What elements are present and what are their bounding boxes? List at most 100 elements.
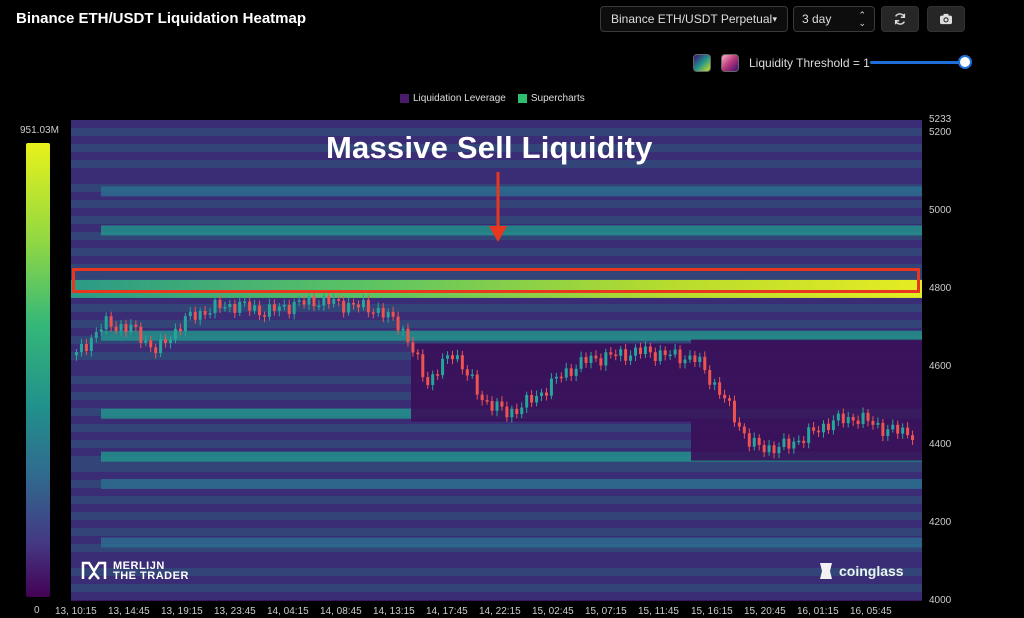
- candle-body: [441, 358, 445, 376]
- candle-body: [297, 300, 301, 302]
- candle-body: [614, 354, 618, 357]
- candle-body: [366, 299, 370, 313]
- candle-body: [737, 422, 741, 427]
- candle-body: [891, 424, 895, 430]
- candle-body: [386, 311, 390, 318]
- candle-body: [653, 352, 657, 362]
- heatmap-row: [71, 528, 922, 536]
- color-theme-viridis-button[interactable]: [693, 54, 711, 72]
- liquidity-threshold-slider[interactable]: [870, 61, 966, 64]
- heatmap-row: [71, 136, 922, 144]
- x-tick-label: 14, 17:45: [426, 606, 468, 617]
- candle-body: [119, 324, 123, 331]
- candle-body: [554, 376, 558, 379]
- candle-body: [421, 354, 425, 378]
- liquidity-band: [101, 537, 922, 548]
- candle-body: [307, 296, 311, 305]
- candle-body: [495, 401, 499, 411]
- liquidity-band: [101, 451, 922, 462]
- candle-body: [411, 342, 415, 353]
- x-tick-label: 15, 11:45: [638, 606, 679, 617]
- candle-body: [426, 377, 430, 385]
- y-tick-label: 4600: [929, 360, 952, 372]
- y-tick-label: 5233: [929, 114, 952, 125]
- color-theme-magma-button[interactable]: [721, 54, 739, 72]
- y-tick-label: 4400: [929, 438, 952, 450]
- candle-body: [154, 347, 158, 354]
- refresh-button[interactable]: [881, 6, 919, 32]
- candle-body: [728, 398, 732, 401]
- candle-body: [178, 328, 182, 332]
- candle-body: [688, 355, 692, 360]
- candle-body: [356, 304, 360, 308]
- heatmap-row: [71, 152, 922, 160]
- candle-body: [663, 350, 667, 356]
- legend-item-supercharts[interactable]: Supercharts: [517, 93, 585, 104]
- liquidity-threshold-label: Liquidity Threshold = 1: [749, 56, 870, 70]
- candle-body: [337, 299, 341, 301]
- candle-body: [559, 376, 563, 379]
- pair-select[interactable]: Binance ETH/USDT Perpetual ▾: [600, 6, 788, 32]
- candle-body: [243, 301, 247, 304]
- heatmap-row: [71, 472, 922, 480]
- candle-body: [139, 326, 143, 343]
- y-tick-label: 4000: [929, 595, 952, 606]
- merlijn-logo-icon: [81, 561, 107, 580]
- candle-body: [173, 328, 177, 340]
- legend-label: Liquidation Leverage: [413, 93, 506, 104]
- legend-swatch: [400, 94, 409, 103]
- candle-body: [455, 355, 459, 360]
- candle-body: [772, 445, 776, 454]
- candle-body: [277, 306, 281, 311]
- candle-body: [634, 347, 638, 356]
- heatmap-row: [71, 504, 922, 512]
- heatmap-row: [71, 432, 922, 440]
- y-tick-label: 4200: [929, 516, 952, 528]
- candle-body: [228, 304, 232, 308]
- candle-body: [188, 311, 192, 317]
- candle-body: [144, 340, 148, 343]
- coinglass-label: coinglass: [839, 563, 904, 579]
- x-tick-label: 15, 02:45: [532, 606, 574, 617]
- candle-body: [292, 301, 296, 314]
- candle-body: [84, 344, 88, 352]
- heatmap-row: [71, 240, 922, 248]
- screenshot-button[interactable]: [927, 6, 965, 32]
- candle-body: [218, 299, 222, 309]
- candle-body: [371, 312, 375, 314]
- candle-body: [302, 300, 306, 305]
- candle-body: [89, 337, 93, 352]
- heatmap-row: [71, 440, 922, 448]
- candle-body: [658, 350, 662, 362]
- candle-body: [881, 422, 885, 436]
- candle-body: [896, 424, 900, 434]
- x-tick-label: 14, 08:45: [320, 606, 362, 617]
- candle-body: [272, 304, 276, 311]
- heatmap-row: [71, 128, 922, 136]
- x-tick-label: 13, 10:15: [55, 606, 97, 617]
- candle-body: [322, 296, 326, 306]
- candle-body: [352, 302, 356, 305]
- candle-body: [594, 355, 598, 359]
- heatmap-row: [71, 144, 922, 152]
- candle-body: [861, 412, 865, 425]
- slider-handle[interactable]: [958, 55, 972, 69]
- heatmap-row: [71, 520, 922, 528]
- candle-body: [752, 437, 756, 447]
- candle-body: [416, 352, 420, 355]
- candle-body: [267, 304, 271, 317]
- candle-body: [762, 445, 766, 453]
- up-down-arrows-icon: ⌃ ⌄: [858, 10, 866, 28]
- candle-body: [757, 437, 761, 446]
- liquidity-band: [101, 186, 922, 197]
- candle-body: [544, 392, 548, 396]
- range-select[interactable]: 3 day ⌃ ⌄: [793, 6, 875, 32]
- legend-item-liquidation-leverage[interactable]: Liquidation Leverage: [400, 93, 506, 104]
- heatmap-row: [71, 592, 922, 600]
- candle-body: [361, 299, 365, 308]
- candle-body: [183, 316, 187, 332]
- candle-body: [822, 423, 826, 433]
- candle-body: [198, 311, 202, 320]
- candle-body: [470, 374, 474, 376]
- candle-body: [718, 382, 722, 395]
